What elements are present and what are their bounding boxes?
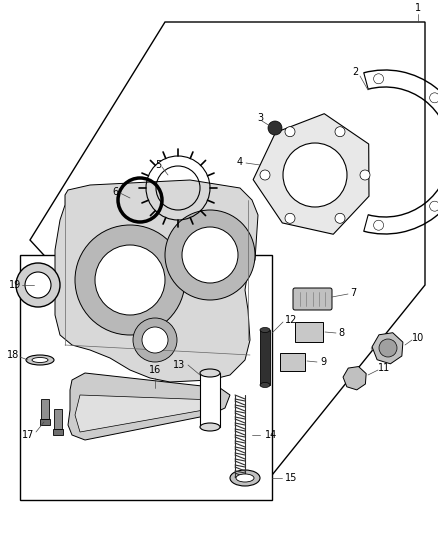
Text: 2: 2 — [352, 67, 358, 77]
Ellipse shape — [236, 474, 254, 482]
Circle shape — [142, 327, 168, 353]
FancyBboxPatch shape — [293, 288, 332, 310]
Ellipse shape — [260, 327, 270, 333]
Circle shape — [133, 318, 177, 362]
Bar — [40, 419, 50, 425]
Circle shape — [379, 339, 397, 357]
Circle shape — [95, 245, 165, 315]
Bar — [54, 409, 62, 429]
Circle shape — [360, 170, 370, 180]
Polygon shape — [253, 114, 369, 234]
Circle shape — [165, 210, 255, 300]
Text: 9: 9 — [320, 357, 326, 367]
Bar — [200, 373, 220, 427]
Text: 15: 15 — [285, 473, 297, 483]
Polygon shape — [68, 373, 230, 440]
Ellipse shape — [26, 355, 54, 365]
Text: 6: 6 — [112, 187, 118, 197]
Text: 18: 18 — [7, 350, 19, 360]
Text: 17: 17 — [22, 430, 34, 440]
Text: 7: 7 — [350, 288, 356, 298]
Text: 11: 11 — [378, 363, 390, 373]
Ellipse shape — [200, 423, 220, 431]
Polygon shape — [30, 22, 425, 490]
Text: 13: 13 — [173, 360, 185, 370]
Circle shape — [75, 225, 185, 335]
Text: 3: 3 — [257, 113, 263, 123]
Circle shape — [283, 143, 347, 207]
Ellipse shape — [200, 369, 220, 377]
Text: 12: 12 — [285, 315, 297, 325]
Circle shape — [260, 170, 270, 180]
Text: 1: 1 — [415, 3, 421, 13]
Circle shape — [374, 220, 384, 230]
Bar — [295, 322, 323, 342]
Polygon shape — [75, 395, 215, 432]
Circle shape — [374, 74, 384, 84]
Text: 4: 4 — [237, 157, 243, 167]
Ellipse shape — [32, 358, 48, 362]
Ellipse shape — [230, 470, 260, 486]
Circle shape — [16, 263, 60, 307]
Circle shape — [182, 227, 238, 283]
Text: 5: 5 — [155, 160, 161, 170]
Circle shape — [268, 121, 282, 135]
Circle shape — [335, 213, 345, 223]
Polygon shape — [343, 367, 366, 390]
Text: 8: 8 — [338, 328, 344, 338]
Circle shape — [25, 272, 51, 298]
Bar — [20, 255, 272, 500]
Circle shape — [335, 127, 345, 136]
Bar — [260, 330, 270, 385]
Bar — [280, 353, 305, 371]
Text: 14: 14 — [265, 430, 277, 440]
Text: 10: 10 — [412, 333, 424, 343]
Text: 19: 19 — [9, 280, 21, 290]
Circle shape — [430, 93, 438, 103]
Polygon shape — [55, 180, 258, 382]
Polygon shape — [372, 333, 403, 364]
Ellipse shape — [260, 383, 270, 387]
Text: 16: 16 — [149, 365, 161, 375]
Circle shape — [285, 127, 295, 136]
Circle shape — [430, 201, 438, 211]
Circle shape — [285, 213, 295, 223]
Bar — [41, 399, 49, 419]
Bar — [53, 429, 63, 435]
